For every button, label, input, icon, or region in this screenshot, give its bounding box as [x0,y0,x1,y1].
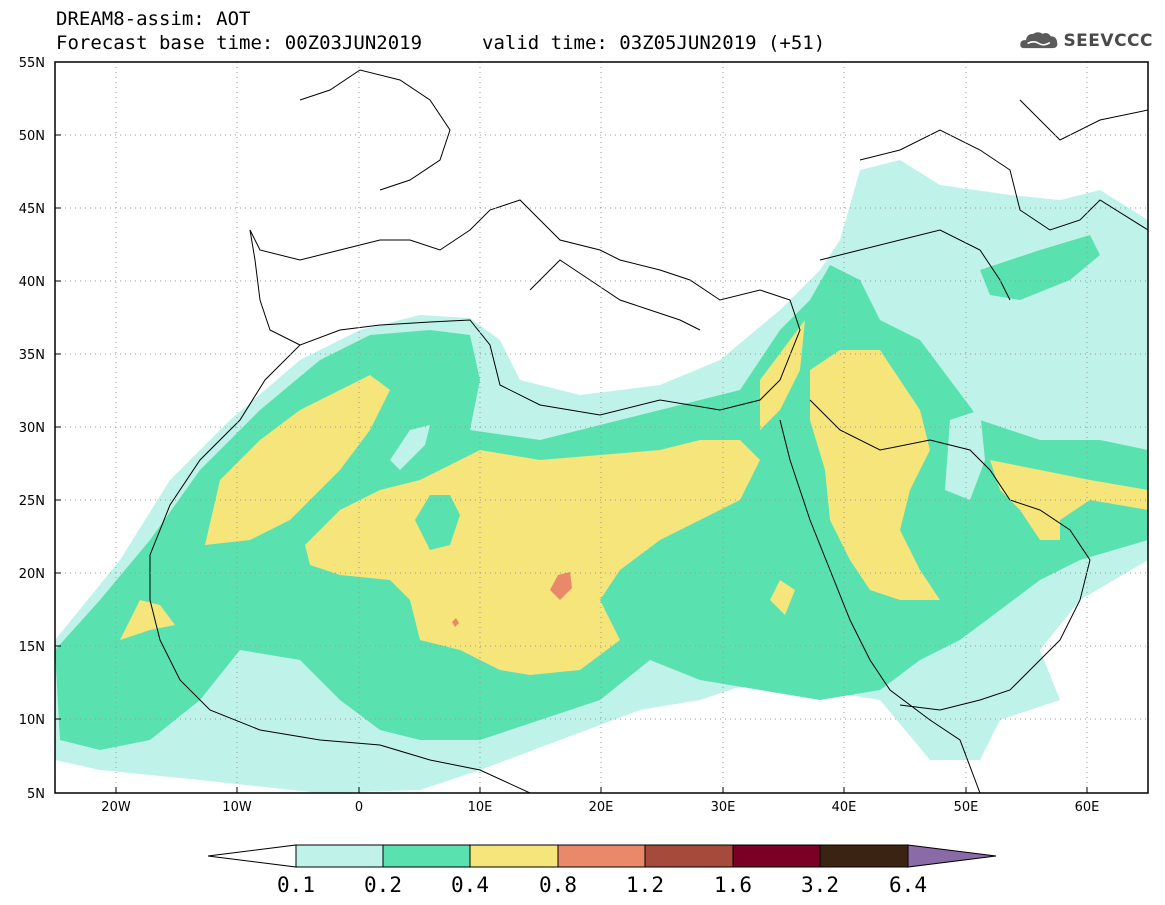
lat-tick-label: 50N [19,129,45,144]
colorbar-label: 1.2 [626,873,664,897]
colorbar-label: 3.2 [801,873,839,897]
aot-low-patch [415,495,460,550]
lat-tick-label: 40N [19,275,45,290]
colorbar-label: 0.2 [364,873,402,897]
colorbar-segment [295,844,384,868]
colorbar-segment [732,844,821,868]
map-title: DREAM8-assim: AOT [56,8,251,30]
lat-tick-label: 5N [27,787,45,802]
lon-tick-label: 20E [589,800,614,815]
colorbar-over-arrow [907,844,997,868]
lat-tick-label: 20N [19,567,45,582]
lon-tick-label: 20W [101,800,131,815]
forecast-base-time: Forecast base time: 00Z03JUN2019 [56,32,423,54]
lat-tick-label: 30N [19,421,45,436]
colorbar-segment [644,844,734,868]
lat-tick-label: 45N [19,202,45,217]
colorbar-segment [469,844,559,868]
aot-band-0.8 [452,572,572,627]
tick-marks [55,61,1088,794]
aot-field [55,160,1148,793]
lat-tick-labels: 55N 50N 45N 40N 35N 30N 25N 20N 15N 10N … [19,56,45,802]
cloud-icon [1020,32,1058,49]
colorbar-segment [819,844,909,868]
colorbar-label: 1.6 [714,873,752,897]
colorbar-labels: 0.1 0.2 0.4 0.8 1.2 1.6 3.2 6.4 [277,873,927,897]
lat-tick-label: 35N [19,348,45,363]
lon-tick-label: 10W [222,800,252,815]
lon-tick-label: 50E [954,800,979,815]
colorbar-segment [557,844,646,868]
colorbar-label: 0.1 [277,873,315,897]
colorbar-label: 6.4 [889,873,927,897]
lat-tick-label: 15N [19,640,45,655]
lon-tick-label: 10E [468,800,493,815]
coastlines [149,69,1148,793]
lat-tick-label: 25N [19,494,45,509]
lon-tick-label: 0 [355,800,363,815]
grid [55,62,1148,793]
lon-tick-label: 60E [1075,800,1100,815]
colorbar-segment [382,844,471,868]
lon-tick-labels: 20W 10W 0 10E 20E 30E 40E 50E 60E [101,800,1099,815]
colorbar-label: 0.4 [451,873,489,897]
colorbar-label: 0.8 [539,873,577,897]
colorbar [207,844,997,868]
colorbar-under-arrow [207,844,297,868]
lon-tick-label: 30E [711,800,736,815]
aot-lowest-patch [390,410,985,500]
lat-tick-label: 10N [19,713,45,728]
lon-tick-label: 40E [832,800,857,815]
logo-text: SEEVCCC [1063,31,1153,51]
valid-time: valid time: 03Z05JUN2019 (+51) [482,32,826,54]
seevccc-logo: SEEVCCC [1018,24,1153,58]
lat-tick-label: 55N [19,56,45,71]
